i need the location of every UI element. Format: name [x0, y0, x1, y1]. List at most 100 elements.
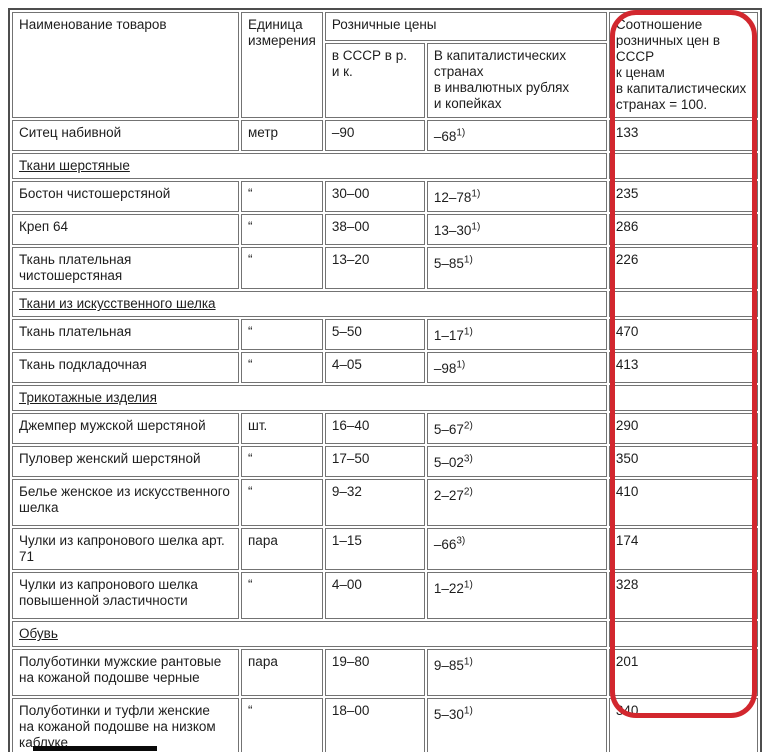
section-ratio-empty-cell — [608, 291, 758, 317]
ussr-price-cell: 13–20 — [324, 247, 425, 289]
section-ratio-empty-cell — [608, 385, 758, 411]
footnote-marker: 1) — [456, 359, 466, 371]
ratio-cell: 226 — [608, 247, 758, 289]
section-title: Ткани из искусственного шелка — [12, 291, 607, 317]
footnote-marker: 1) — [463, 326, 473, 338]
capitalist-price-cell: 5–851) — [426, 247, 607, 289]
header-row-1: Наименование товаров Единица измерения Р… — [12, 12, 758, 118]
unit-cell: метр — [241, 120, 323, 151]
product-name-cell: Креп 64 — [12, 214, 239, 245]
ussr-price-cell: –90 — [324, 120, 425, 151]
capitalist-price-cell: 5–301) — [426, 698, 607, 752]
section-ratio-empty-cell — [608, 153, 758, 179]
table-row: Полуботинки мужские рантовые на кожаной … — [12, 649, 758, 696]
section-title-text: Обувь — [19, 626, 58, 641]
table-row: Креп 64 “38–00 13–301) 286 — [12, 214, 758, 245]
section-row: Ткани из искусственного шелка — [12, 291, 758, 317]
unit-cell: “ — [241, 214, 323, 245]
footnote-marker: 1) — [471, 221, 481, 233]
unit-cell: “ — [241, 352, 323, 383]
unit-cell: “ — [241, 247, 323, 289]
header-unit: Единица измерения — [241, 12, 323, 118]
table-row: Полуботинки и туфли женские на кожаной п… — [12, 698, 758, 752]
footnote-redaction-bar — [33, 746, 157, 751]
ratio-cell: 410 — [608, 479, 758, 526]
section-row: Ткани шерстяные — [12, 153, 758, 179]
product-name-cell: Ситец набивной — [12, 120, 239, 151]
product-name-cell: Чулки из капронового шелка арт. 71 — [12, 528, 239, 570]
ussr-price-cell: 4–05 — [324, 352, 425, 383]
ratio-cell: 235 — [608, 181, 758, 212]
ratio-cell: 350 — [608, 446, 758, 477]
product-name-cell: Бостон чистошерстяной — [12, 181, 239, 212]
capitalist-price-cell: –681) — [426, 120, 607, 151]
table-body: Ситец набивной метр –90 –681) 133 Ткани шерст… — [12, 120, 758, 752]
table-row: Чулки из капронового шелка повышенной эл… — [12, 572, 758, 619]
ussr-price-cell: 17–50 — [324, 446, 425, 477]
ussr-price-cell: 18–00 — [324, 698, 425, 752]
section-row: Обувь — [12, 621, 758, 647]
product-name-cell: Джемпер мужской шерстяной — [12, 413, 239, 444]
ussr-price-cell: 9–32 — [324, 479, 425, 526]
table-head: Наименование товаров Единица измерения Р… — [12, 12, 758, 118]
capitalist-price-cell: 1–171) — [426, 319, 607, 350]
unit-cell: “ — [241, 319, 323, 350]
unit-cell: “ — [241, 572, 323, 619]
section-title: Ткани шерстяные — [12, 153, 607, 179]
section-title-text: Трикотажные изделия — [19, 390, 157, 405]
unit-cell: “ — [241, 446, 323, 477]
product-name-cell: Пуловер женский шерстяной — [12, 446, 239, 477]
ratio-cell: 328 — [608, 572, 758, 619]
table-row: Ткань плательная чистошерстяная “13–20 5–8… — [12, 247, 758, 289]
ussr-price-cell: 38–00 — [324, 214, 425, 245]
product-name-cell: Белье женское из искусственного шелка — [12, 479, 239, 526]
product-name-cell: Полуботинки мужские рантовые на кожаной … — [12, 649, 239, 696]
header-retail-prices: Розничные цены — [324, 12, 607, 41]
header-ussr-price: в СССР в р. и к. — [324, 42, 425, 118]
footnote-marker: 2) — [463, 420, 473, 432]
section-title-text: Ткани шерстяные — [19, 158, 130, 173]
footnote-marker: 1) — [463, 705, 473, 717]
table-row: Пуловер женский шерстяной “17–50 5–023) 350 — [12, 446, 758, 477]
capitalist-price-cell: 5–672) — [426, 413, 607, 444]
ussr-price-cell: 1–15 — [324, 528, 425, 570]
capitalist-price-cell: 5–023) — [426, 446, 607, 477]
product-name-cell: Чулки из капронового шелка повышенной эл… — [12, 572, 239, 619]
section-ratio-empty-cell — [608, 621, 758, 647]
ussr-price-cell: 5–50 — [324, 319, 425, 350]
table-row: Чулки из капронового шелка арт. 71 пара 1–… — [12, 528, 758, 570]
ratio-cell: 290 — [608, 413, 758, 444]
capitalist-price-cell: 1–221) — [426, 572, 607, 619]
unit-cell: шт. — [241, 413, 323, 444]
price-comparison-table: Наименование товаров Единица измерения Р… — [8, 8, 762, 752]
unit-cell: пара — [241, 528, 323, 570]
section-row: Трикотажные изделия — [12, 385, 758, 411]
header-row-2: в СССР в р. и к. В капиталистических стр… — [12, 42, 758, 118]
ratio-cell: 133 — [608, 120, 758, 151]
capitalist-price-cell: –663) — [426, 528, 607, 570]
table-row: Ткань плательная “5–50 1–171) 470 — [12, 319, 758, 350]
table-row: Ткань подкладочная “4–05 –981) 413 — [12, 352, 758, 383]
product-name-cell: Полуботинки и туфли женские на кожаной п… — [12, 698, 239, 752]
footnote-marker: 3) — [463, 453, 473, 465]
ratio-cell: 340 — [608, 698, 758, 752]
footnote-marker: 1) — [463, 656, 473, 668]
footnote-marker: 2) — [463, 486, 473, 498]
ratio-cell: 286 — [608, 214, 758, 245]
product-name-cell: Ткань подкладочная — [12, 352, 239, 383]
footnote-marker: 1) — [456, 127, 466, 139]
ussr-price-cell: 4–00 — [324, 572, 425, 619]
footnote-marker: 3) — [456, 535, 466, 547]
table-row: Джемпер мужской шерстяной шт. 16–40 5–672) 2… — [12, 413, 758, 444]
product-name-cell: Ткань плательная чистошерстяная — [12, 247, 239, 289]
table-row: Бостон чистошерстяной “30–00 12–781) 235 — [12, 181, 758, 212]
capitalist-price-cell: 2–272) — [426, 479, 607, 526]
unit-cell: пара — [241, 649, 323, 696]
capitalist-price-cell: 12–781) — [426, 181, 607, 212]
header-products: Наименование товаров — [12, 12, 239, 118]
capitalist-price-cell: –981) — [426, 352, 607, 383]
header-ratio: Соотношение розничных цен в СССР к ценам… — [608, 12, 758, 118]
unit-cell: “ — [241, 181, 323, 212]
table-row: Ситец набивной метр –90 –681) 133 — [12, 120, 758, 151]
